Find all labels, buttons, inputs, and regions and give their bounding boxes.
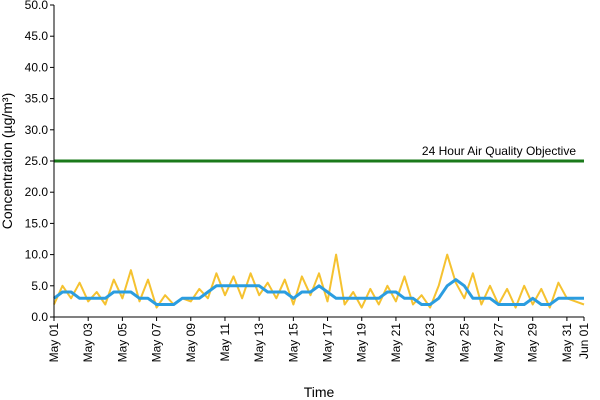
x-tick-label: May 07: [150, 323, 164, 363]
y-tick-label: 30.0: [25, 123, 49, 137]
y-tick-label: 20.0: [25, 185, 49, 199]
reference-lines: 24 Hour Air Quality Objective: [54, 144, 584, 163]
y-tick-label: 40.0: [25, 60, 49, 74]
y-tick-label: 0.0: [31, 310, 48, 324]
x-tick-label: May 25: [457, 323, 471, 363]
x-tick-label: May 21: [389, 323, 403, 363]
series-layer: [53, 253, 585, 309]
air-quality-objective-label: 24 Hour Air Quality Objective: [422, 144, 576, 158]
x-tick-label: May 29: [526, 323, 540, 363]
x-tick-label: May 09: [184, 323, 198, 363]
y-tick-label: 25.0: [25, 154, 49, 168]
y-tick-label: 50.0: [25, 0, 49, 12]
x-tick-label: May 31: [560, 323, 574, 363]
y-axis-ticks: 0.0 5.0 10.0 15.0 20.0 25.0 30.0 35.0 40.0 45.0 50…: [25, 0, 54, 324]
x-axis-ticks: May 01 May 03 May 05 May 07 May 09 May 11 May …: [47, 317, 591, 362]
x-tick-label: May 19: [355, 323, 369, 363]
y-axis-title: Concentration (µg/m³): [0, 93, 15, 229]
series-line-1: [53, 253, 585, 309]
y-tick-label: 5.0: [31, 279, 48, 293]
x-tick-label: May 27: [492, 323, 506, 363]
series-line-2: [53, 278, 584, 306]
y-tick-label: 10.0: [25, 248, 49, 262]
x-tick-label: Jun 01: [577, 323, 591, 359]
x-tick-label: May 23: [423, 323, 437, 363]
x-tick-label: May 15: [286, 323, 300, 363]
x-axis-title: Time: [304, 384, 335, 400]
x-tick-label: May 01: [47, 323, 61, 363]
x-tick-label: May 05: [115, 323, 129, 363]
x-tick-label: May 11: [218, 323, 232, 362]
y-tick-label: 35.0: [25, 92, 49, 106]
y-tick-label: 15.0: [25, 216, 49, 230]
x-tick-label: May 03: [81, 323, 95, 363]
x-tick-label: May 17: [321, 323, 335, 363]
x-tick-label: May 13: [252, 323, 266, 363]
y-tick-label: 45.0: [25, 29, 49, 43]
